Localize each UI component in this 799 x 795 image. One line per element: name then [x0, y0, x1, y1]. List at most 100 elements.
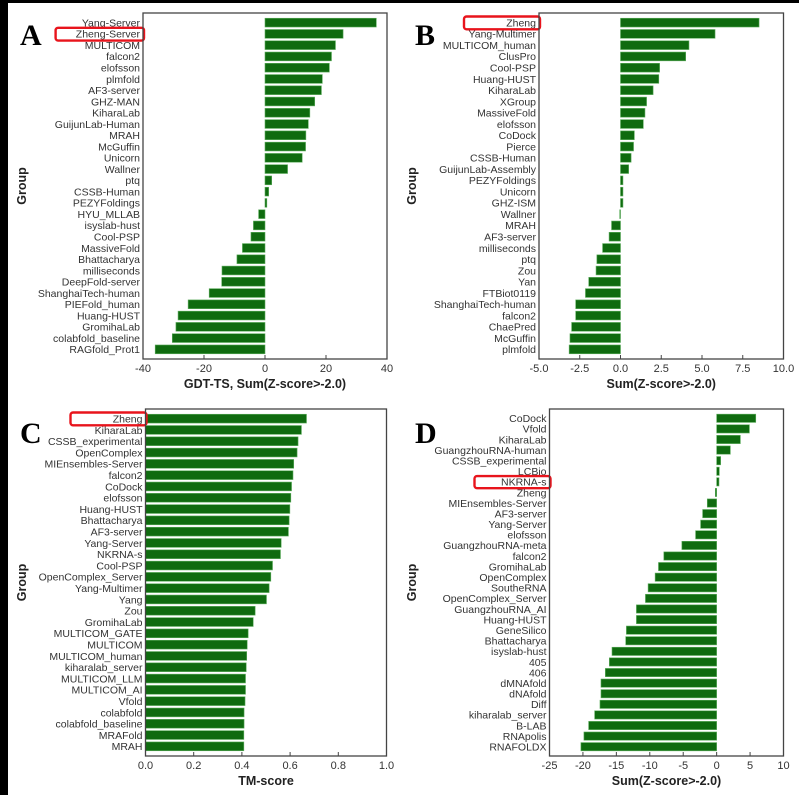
- category-label: MULTICOM_human: [443, 40, 536, 52]
- category-label: GromihaLab: [489, 561, 547, 573]
- x-tick-label: 0.0: [613, 363, 628, 375]
- left-border-strip: [0, 0, 8, 795]
- bar: [645, 593, 717, 603]
- category-label: RAGfold_Prot1: [69, 344, 140, 356]
- bar: [264, 96, 316, 107]
- bar: [594, 710, 717, 720]
- category-label: MRAH: [505, 220, 536, 232]
- x-axis-title: GDT-TS, Sum(Z-score>-2.0): [184, 377, 346, 391]
- bar: [258, 209, 266, 219]
- bar: [715, 488, 717, 497]
- category-label: GuijunLab-Human: [55, 119, 140, 131]
- bar: [575, 310, 621, 321]
- bar: [599, 699, 717, 709]
- category-label: ptq: [521, 254, 536, 266]
- category-label: GuangzhouRNA_AI: [454, 604, 546, 616]
- bar: [620, 108, 646, 118]
- bar: [145, 583, 270, 593]
- x-tick-label: 40: [381, 363, 393, 375]
- category-label: GromihaLab: [85, 617, 143, 629]
- category-label: DeepFold-server: [62, 277, 141, 289]
- y-axis-title: Group: [15, 167, 29, 205]
- category-label: dNAfold: [509, 689, 547, 701]
- category-label: elofsson: [101, 63, 140, 75]
- bar: [145, 436, 299, 446]
- y-axis-title: Group: [405, 167, 419, 205]
- category-label: MIEnsembles-Server: [44, 459, 143, 471]
- bar: [569, 333, 621, 343]
- x-tick-label: -40: [135, 363, 151, 375]
- x-tick-label: 5: [747, 760, 753, 772]
- category-label: Cool-PSP: [490, 63, 536, 75]
- bar: [145, 425, 302, 435]
- category-label: Zou: [124, 606, 142, 618]
- bar: [145, 493, 292, 503]
- bar: [620, 51, 686, 62]
- category-label: PEZYFoldings: [469, 175, 536, 187]
- bar: [187, 299, 266, 309]
- bar: [620, 40, 690, 50]
- bar: [716, 445, 731, 455]
- bar: [264, 164, 288, 174]
- x-tick-label: 0.2: [186, 760, 201, 772]
- category-label: Huang-HUST: [77, 310, 141, 322]
- bar: [716, 466, 720, 476]
- category-label: Zou: [518, 265, 536, 277]
- category-label: Diff: [531, 699, 547, 711]
- bar: [608, 232, 621, 242]
- category-label: OpenComplex: [479, 572, 547, 584]
- category-label: milliseconds: [83, 265, 140, 277]
- category-label: dMNAfold: [500, 678, 546, 690]
- category-label: falcon2: [513, 551, 547, 563]
- bar: [145, 481, 292, 492]
- bar: [620, 85, 654, 95]
- bar: [177, 310, 266, 321]
- category-label: Yang-Server: [84, 538, 143, 550]
- bar: [716, 456, 721, 466]
- highlight-box: [69, 411, 148, 427]
- bar: [625, 636, 717, 646]
- category-label: CSSB-Human: [470, 153, 536, 165]
- category-label: Huang-HUST: [473, 74, 537, 86]
- x-tick-label: 5.0: [694, 363, 709, 375]
- bar: [145, 617, 254, 627]
- category-label: SoutheRNA: [491, 583, 546, 595]
- category-label: ClusPro: [499, 51, 537, 63]
- category-label: milliseconds: [479, 243, 536, 255]
- category-label: GHZ-MAN: [91, 96, 140, 108]
- panel-a: A Yang-ServerZheng-ServerMULTICOMfalcon2e…: [15, 12, 393, 391]
- category-label: Yan: [518, 277, 536, 289]
- bar: [596, 254, 621, 264]
- bar: [145, 413, 307, 424]
- bar: [145, 707, 245, 718]
- category-label: Unicorn: [500, 186, 536, 198]
- bar: [575, 299, 621, 309]
- category-label: MassiveFold: [81, 243, 140, 255]
- category-label: KiharaLab: [95, 425, 143, 437]
- category-label: isyslab-hust: [491, 646, 547, 658]
- category-label: MULTICOM: [85, 40, 140, 52]
- bar: [716, 477, 720, 487]
- category-label: Cool-PSP: [96, 560, 142, 572]
- bar: [250, 232, 266, 242]
- category-label: AF3-server: [91, 526, 143, 538]
- category-label: MULTICOM_GATE: [54, 628, 143, 640]
- category-label: MIEnsembles-Server: [448, 498, 547, 510]
- bar: [636, 604, 717, 614]
- category-label: RNApolis: [503, 731, 547, 743]
- bar: [264, 186, 269, 197]
- category-label: GuangzhouRNA-meta: [443, 540, 546, 552]
- y-axis-title: Group: [15, 563, 29, 601]
- bar: [605, 668, 717, 677]
- category-label: 406: [529, 667, 547, 679]
- bar: [175, 322, 266, 332]
- category-label: CoDock: [499, 130, 537, 142]
- category-label: MULTICOM: [87, 639, 142, 651]
- category-label: Yang-Multimer: [469, 29, 537, 41]
- bar: [681, 540, 717, 550]
- category-label: CSSB_experimental: [48, 436, 143, 448]
- bar: [620, 96, 647, 107]
- bar: [145, 538, 282, 548]
- x-tick-label: 10.0: [773, 363, 794, 375]
- bar: [588, 277, 621, 287]
